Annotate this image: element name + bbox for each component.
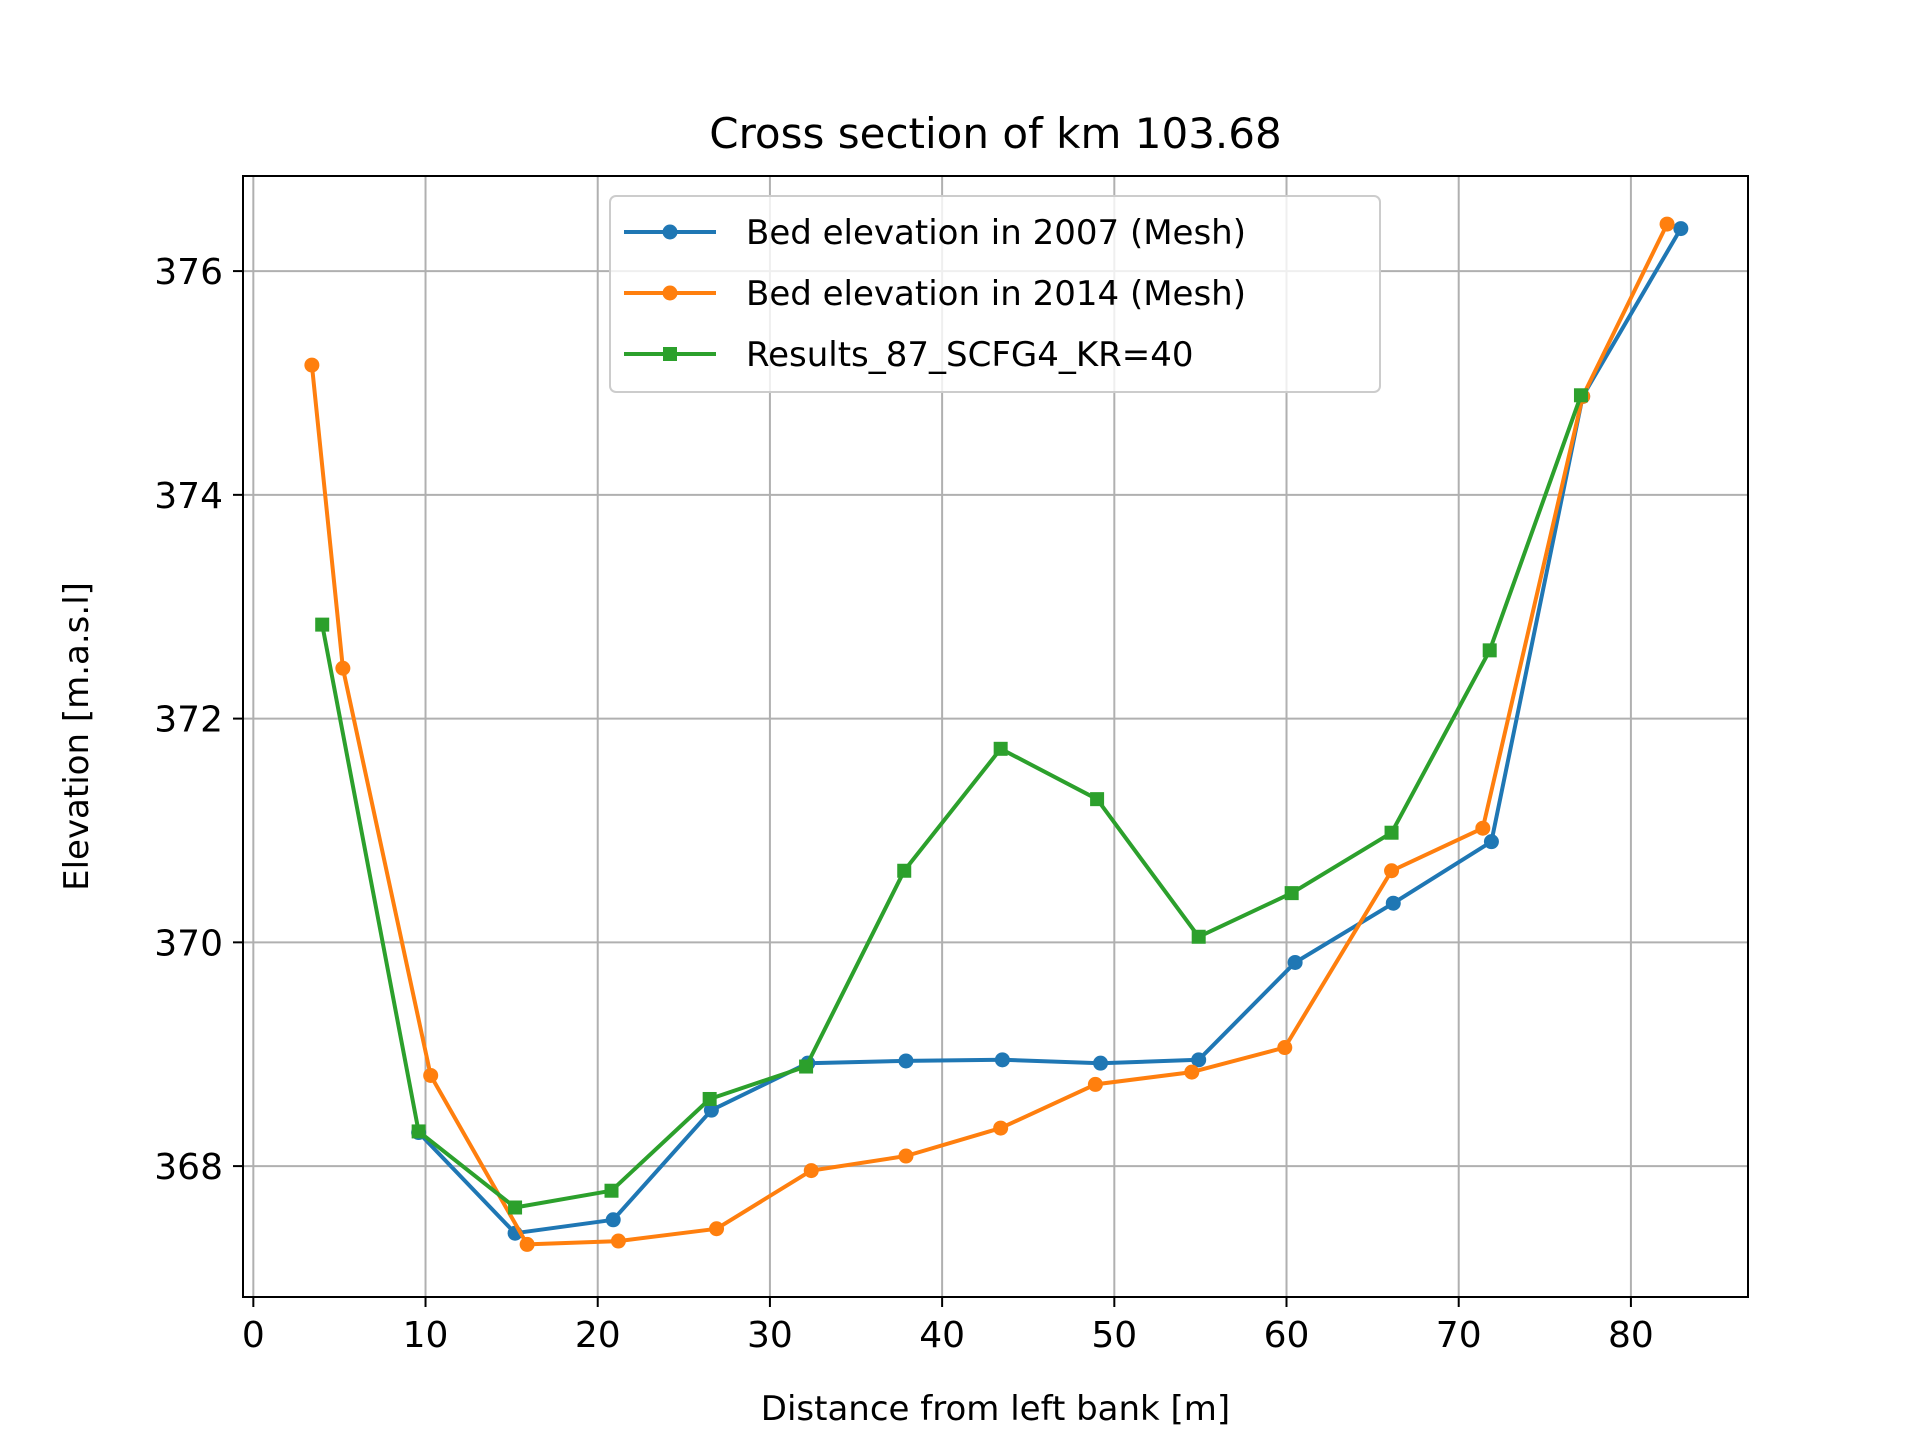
series-1-point-7 — [898, 1148, 914, 1164]
series-1-point-12 — [1384, 863, 1400, 879]
series-0-point-13 — [1673, 221, 1689, 237]
legend-box — [609, 195, 1381, 393]
y-tick-label-4: 376 — [154, 252, 223, 293]
x-axis-label: Distance from left bank [m] — [761, 1389, 1230, 1429]
series-2-line — [320, 394, 1583, 1210]
series-2-point-12 — [1482, 643, 1497, 658]
series-1-line — [309, 223, 1669, 1247]
x-tick-label-4: 40 — [919, 1315, 965, 1356]
y-axis-label: Elevation [m.a.s.l] — [57, 582, 97, 891]
series-1-point-1 — [335, 660, 351, 676]
x-tick-label-0: 0 — [242, 1315, 265, 1356]
series-1-point-0 — [304, 357, 320, 373]
series-2-point-7 — [993, 741, 1008, 756]
series-2-point-10 — [1284, 886, 1299, 901]
series-2-point-2 — [508, 1200, 523, 1215]
x-tick-label-7: 70 — [1436, 1315, 1482, 1356]
series-2-point-13 — [1573, 388, 1588, 403]
series-2-point-5 — [799, 1059, 814, 1074]
series-0-point-11 — [1483, 834, 1499, 850]
legend-label-2: Results_87_SCFG4_KR=40 — [746, 335, 1194, 375]
legend-label-0: Bed elevation in 2007 (Mesh) — [746, 213, 1246, 253]
x-tick-label-1: 10 — [403, 1315, 449, 1356]
series-1-point-13 — [1475, 820, 1491, 836]
series-0-line — [417, 227, 1683, 1236]
legend-marker-1 — [662, 285, 678, 301]
series-1-point-11 — [1277, 1040, 1293, 1056]
series-1-point-2 — [423, 1067, 439, 1083]
series-2-point-11 — [1384, 825, 1399, 840]
y-tick-label-0: 368 — [154, 1147, 223, 1188]
x-tick-label-8: 80 — [1608, 1315, 1654, 1356]
series-2 — [315, 388, 1588, 1215]
series-2-point-0 — [315, 617, 330, 632]
chart-title: Cross section of km 103.68 — [709, 109, 1281, 158]
y-tick-label-3: 374 — [154, 476, 223, 517]
axis-ticks: 0 10 20 30 40 50 60 70 80 368 370 372 374 376 — [154, 252, 1654, 1356]
series-1-point-10 — [1184, 1064, 1200, 1080]
x-tick-label-2: 20 — [575, 1315, 621, 1356]
series-0-point-3 — [703, 1102, 719, 1118]
plot-frame — [242, 175, 1749, 1298]
series-2-point-6 — [897, 863, 912, 878]
series-1-point-8 — [993, 1120, 1009, 1136]
series-2-point-1 — [411, 1124, 426, 1139]
series-0-point-8 — [1191, 1052, 1207, 1068]
x-tick-label-3: 30 — [747, 1315, 793, 1356]
series-2-point-3 — [604, 1183, 619, 1198]
series-0-point-9 — [1287, 954, 1303, 970]
y-tick-label-2: 372 — [154, 700, 223, 741]
series-0-point-10 — [1385, 895, 1401, 911]
series-1-point-4 — [610, 1233, 626, 1249]
series-1-point-3 — [519, 1236, 535, 1252]
series-1 — [304, 216, 1675, 1252]
legend-marker-2 — [663, 347, 677, 361]
series-1-point-6 — [803, 1163, 819, 1179]
series-2-point-4 — [702, 1091, 717, 1106]
series-1-point-9 — [1087, 1076, 1103, 1092]
series-1-point-15 — [1659, 216, 1675, 232]
x-tick-label-6: 60 — [1264, 1315, 1310, 1356]
series-layer — [304, 216, 1689, 1252]
series-2-point-9 — [1191, 929, 1206, 944]
series-1-point-5 — [709, 1221, 725, 1237]
series-0-point-5 — [898, 1053, 914, 1069]
legend-label-1: Bed elevation in 2014 (Mesh) — [746, 274, 1246, 314]
legend: Bed elevation in 2007 (Mesh) Bed elevatio… — [609, 195, 1381, 393]
series-0-point-6 — [994, 1052, 1010, 1068]
legend-marker-0 — [662, 224, 678, 240]
y-tick-label-1: 370 — [154, 923, 223, 964]
series-0-point-7 — [1093, 1055, 1109, 1071]
series-2-point-8 — [1090, 792, 1105, 807]
x-tick-label-5: 50 — [1091, 1315, 1137, 1356]
series-0-point-2 — [605, 1212, 621, 1228]
